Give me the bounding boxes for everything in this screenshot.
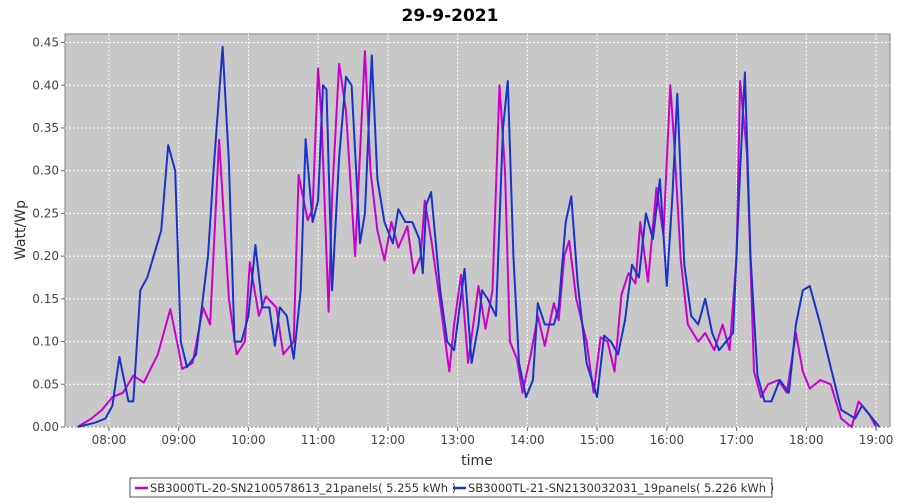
x-tick-label: 19:00 [859, 433, 894, 447]
series-line-1 [77, 45, 881, 428]
y-tick-label: 0.30 [32, 164, 59, 178]
series-lines [77, 45, 881, 428]
y-tick-label: 0.25 [32, 206, 59, 220]
legend-label-1: SB3000TL-21-SN2130032031_19panels( 5.226… [468, 481, 774, 495]
y-tick-label: 0.40 [32, 78, 59, 92]
x-tick-label: 16:00 [650, 433, 685, 447]
x-axis-label: time [461, 453, 493, 469]
x-tick-label: 14:00 [510, 433, 545, 447]
x-tick-label: 11:00 [301, 433, 336, 447]
x-tick-label: 08:00 [92, 433, 127, 447]
legend: SB3000TL-20-SN2100578613_21panels( 5.255… [129, 477, 774, 498]
y-axis: 0.00 0.05 0.10 0.15 0.20 0.25 0.30 0.35 0.40 0.45 [32, 36, 65, 434]
x-tick-label: 15:00 [580, 433, 615, 447]
x-tick-label: 10:00 [231, 433, 266, 447]
y-tick-label: 0.05 [32, 377, 59, 391]
x-axis: 08:00 09:00 10:00 11:00 12:00 13:00 14:00 15:00… [92, 427, 894, 447]
chart-title: 29-9-2021 [402, 6, 499, 26]
y-tick-label: 0.45 [32, 36, 59, 50]
y-tick-label: 0.10 [32, 335, 59, 349]
x-tick-label: 12:00 [371, 433, 406, 447]
y-axis-label: Watt/Wp [13, 200, 29, 260]
x-tick-label: 17:00 [719, 433, 754, 447]
y-tick-label: 0.00 [32, 420, 59, 434]
x-tick-label: 09:00 [161, 433, 196, 447]
legend-label-0: SB3000TL-20-SN2100578613_21panels( 5.255… [150, 481, 456, 495]
y-tick-label: 0.20 [32, 249, 59, 263]
plot-area [64, 33, 891, 428]
y-tick-label: 0.15 [32, 292, 59, 306]
x-tick-label: 18:00 [789, 433, 824, 447]
x-tick-label: 13:00 [440, 433, 475, 447]
y-tick-label: 0.35 [32, 121, 59, 135]
legend-box [129, 477, 773, 498]
